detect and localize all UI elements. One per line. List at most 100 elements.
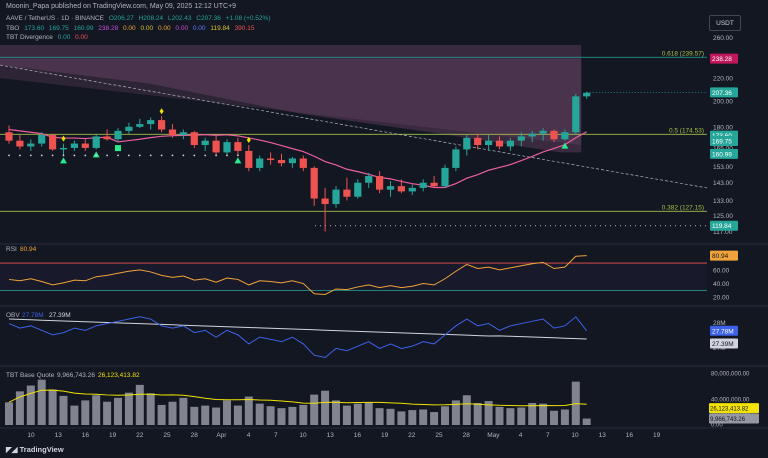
tbo-val: 390.15 [234, 25, 255, 32]
obv-ma-line [8, 318, 587, 340]
low-value: L202.43 [167, 15, 192, 22]
rsi-line [8, 255, 587, 295]
candle-body [299, 158, 307, 168]
candle-body [38, 135, 46, 144]
trend-line [0, 64, 708, 189]
tbo-dot [8, 154, 10, 157]
volume-bar [321, 390, 330, 425]
volume-value: 9,966,743.26 [57, 372, 95, 379]
tbo-indicator-line[interactable]: TBO 173.60 169.75 160.99 238.28 0.00 0.0… [6, 25, 257, 32]
volume-bar [179, 397, 188, 425]
fib-level-label: 0.382 (127.15) [662, 204, 704, 211]
fib-level-label: 0.5 (174.53) [669, 127, 704, 134]
tbo-dot [51, 154, 54, 157]
tbo-dot [29, 154, 32, 157]
time-axis-tick: 4 [519, 432, 523, 439]
close-value: C207.36 [196, 15, 221, 22]
volume-bar [37, 379, 46, 425]
volume-bar [375, 408, 384, 425]
tbo-dot [40, 154, 43, 157]
price-axis-tick: 153.00 [713, 164, 733, 171]
volume-bar [92, 395, 101, 425]
price-axis-tick: 133.00 [713, 198, 733, 205]
candle-body [5, 132, 13, 141]
buy-signal-icon [561, 142, 569, 149]
candle-body [539, 130, 547, 134]
volume-bar [48, 389, 57, 425]
volume-bar [582, 418, 591, 425]
high-value: H208.24 [138, 15, 164, 22]
tbo-val: 238.28 [98, 25, 119, 32]
currency-button[interactable]: USDT [709, 15, 741, 31]
volume-bar [223, 400, 231, 425]
volume-bar [255, 403, 264, 425]
tbo-val: 119.84 [210, 25, 230, 32]
volume-bar [506, 408, 515, 425]
symbol-name[interactable]: AAVE / TetherUS · 1D · BINANCE [6, 15, 105, 22]
candle-body [463, 137, 471, 150]
candle-body [419, 182, 427, 188]
candle-body [408, 187, 416, 192]
volume-bar [332, 400, 340, 425]
candle-body [474, 137, 482, 146]
symbol-line: AAVE / TetherUS · 1D · BINANCE O206.27 H… [6, 15, 273, 22]
candle-body [310, 167, 318, 199]
tbo-dot [19, 154, 21, 157]
div-val: 0.00 [57, 34, 71, 41]
candle-body [190, 132, 198, 146]
volume-bar [201, 405, 210, 425]
candle-body [528, 133, 536, 137]
tradingview-logo: ◤◢ TradingView [6, 445, 64, 454]
candle-body [495, 140, 504, 147]
obv-line [8, 316, 588, 359]
tbo-val: 160.99 [73, 25, 94, 32]
cloud-zone [0, 44, 582, 153]
tbo-val: 173.60 [24, 25, 45, 32]
volume-bar [59, 395, 68, 425]
volume-bar [299, 404, 308, 425]
rsi-axis-tick: 20.00 [713, 295, 730, 302]
obv-label: OBV [6, 312, 20, 319]
candle-body [267, 158, 275, 161]
price-axis-tick: 125.00 [713, 213, 733, 220]
candle-body [256, 158, 264, 168]
candle-body [288, 158, 296, 164]
tbo-val: 0.00 [192, 25, 206, 32]
candle-body [114, 130, 122, 140]
candle-body [136, 124, 144, 127]
candle-body [365, 176, 373, 183]
div-val: 0.00 [75, 34, 88, 41]
volume-bar [5, 402, 13, 425]
volume-bar [560, 409, 569, 425]
tbo-val: 0.00 [140, 25, 154, 32]
volume-bar [528, 403, 537, 425]
divergence-indicator-line[interactable]: TBT Divergence 0.00 0.00 [6, 34, 91, 41]
price-axis-tick: 200.00 [713, 99, 733, 106]
open-value: O206.27 [108, 15, 134, 22]
candle-body [92, 136, 100, 148]
candle-body [321, 198, 329, 205]
price-tag-label: 160.99 [712, 151, 732, 158]
candle-body [397, 186, 405, 192]
price-axis-tick: 260.00 [713, 35, 733, 42]
tbo-dot [237, 154, 239, 157]
volume-bar [397, 411, 406, 425]
tbo-dot [215, 154, 218, 157]
time-axis-tick: 16 [626, 432, 634, 439]
time-axis-tick: May [487, 432, 500, 439]
volume-axis-tick: 40,000,000.00 [711, 398, 750, 404]
time-axis-tick: 7 [274, 432, 278, 439]
candle-body [430, 182, 438, 187]
time-axis-tick: 16 [354, 432, 362, 439]
div-name: TBT Divergence [6, 34, 53, 41]
obv-ma-tag [710, 338, 738, 349]
volume-tag [709, 413, 759, 424]
price-tag [710, 136, 738, 147]
volume-tag-label: 9,966,743.26 [710, 417, 746, 423]
obv-tag-label: 27.78M [712, 328, 734, 335]
tbo-dot [73, 154, 76, 157]
time-axis-tick: 13 [599, 432, 607, 439]
volume-bar [114, 397, 122, 425]
obv-ma-value: 27.39M [49, 312, 71, 319]
